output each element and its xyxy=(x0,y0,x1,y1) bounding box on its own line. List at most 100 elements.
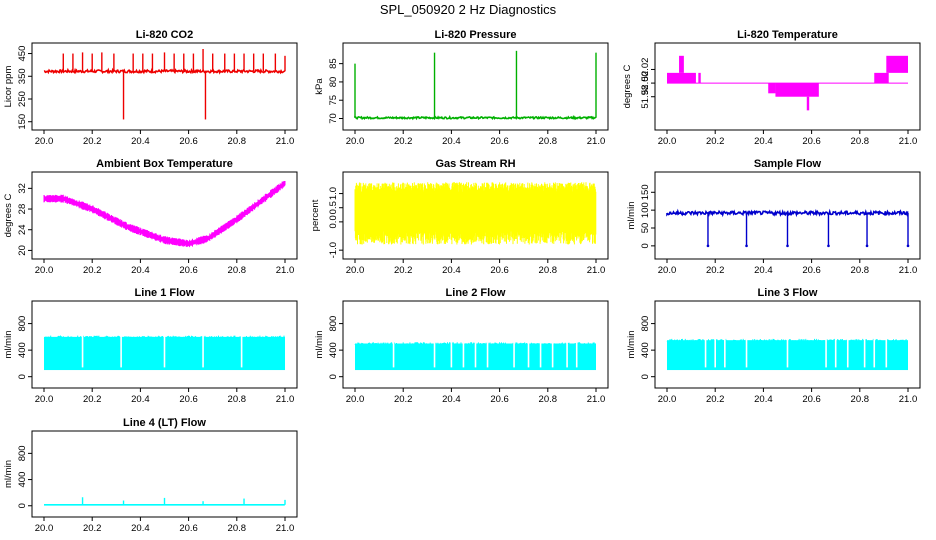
x-tick-label: 20.2 xyxy=(83,265,102,276)
x-tick-label: 20.6 xyxy=(802,394,821,405)
x-axis: 20.0 20.2 20.4 20.6 20.8 21.0 xyxy=(658,130,918,147)
step-band xyxy=(886,55,908,73)
x-tick-label: 20.6 xyxy=(179,265,198,276)
x-tick-label: 20.6 xyxy=(490,136,509,147)
x-tick-label: 20.8 xyxy=(228,523,247,534)
x-tick-label: 20.2 xyxy=(394,394,413,405)
panel-8: Line 2 Flow 20.0 20.2 20.4 20.6 20.8 21.0 0 400 8… xyxy=(314,287,609,405)
x-tick-label: 20.4 xyxy=(754,265,773,276)
panel-2: Li-820 Pressure 20.0 20.2 20.4 20.6 20.8 21.0 7… xyxy=(314,29,609,147)
panel-title: Line 2 Flow xyxy=(446,287,506,299)
data-series xyxy=(354,182,597,245)
x-tick-label: 20.6 xyxy=(490,265,509,276)
x-tick-label: 20.4 xyxy=(442,394,461,405)
x-tick-label: 20.0 xyxy=(658,265,677,276)
y-tick-label: 52.00 xyxy=(640,71,651,95)
x-tick-label: 20.0 xyxy=(35,136,54,147)
x-tick-label: 21.0 xyxy=(587,265,606,276)
x-tick-label: 20.6 xyxy=(179,394,198,405)
dip-point xyxy=(906,244,910,248)
y-axis-label: kPa xyxy=(314,78,325,95)
step-band xyxy=(768,83,776,94)
step-band xyxy=(698,72,701,84)
y-tick-label: 800 xyxy=(640,316,651,332)
y-tick-label: 75 xyxy=(328,95,339,106)
panel-1: Li-820 CO2 20.0 20.2 20.4 20.6 20.8 21.0 150 250… xyxy=(3,29,298,147)
y-axis: 0 400 800 xyxy=(17,316,32,379)
y-tick-label: 20 xyxy=(17,245,28,256)
y-tick-label: 85 xyxy=(328,58,339,69)
y-tick-label: 80 xyxy=(328,77,339,88)
x-axis: 20.0 20.2 20.4 20.6 20.8 21.0 xyxy=(35,259,294,276)
x-axis: 20.0 20.2 20.4 20.6 20.8 21.0 xyxy=(346,388,605,405)
x-tick-label: 21.0 xyxy=(899,136,918,147)
y-axis: 0 400 800 xyxy=(640,316,655,379)
panel-title: Li-820 Pressure xyxy=(435,29,517,41)
plot-frame xyxy=(31,430,298,518)
y-tick-label: 32 xyxy=(17,183,28,194)
x-tick-label: 20.4 xyxy=(131,265,150,276)
y-axis-label: ml/min xyxy=(314,331,325,359)
x-tick-label: 20.8 xyxy=(851,265,870,276)
y-tick-label: 0 xyxy=(640,374,651,379)
figure-title: SPL_050920 2 Hz Diagnostics xyxy=(380,2,557,17)
x-tick-label: 20.0 xyxy=(35,394,54,405)
panel-9: Line 3 Flow 20.0 20.2 20.4 20.6 20.8 21.0 0 400 8… xyxy=(626,287,921,405)
step-band xyxy=(874,72,889,84)
plot-frame xyxy=(654,42,921,131)
x-tick-label: 20.4 xyxy=(754,136,773,147)
x-tick-label: 20.8 xyxy=(228,265,247,276)
x-tick-label: 20.4 xyxy=(442,136,461,147)
dip-point xyxy=(865,244,869,248)
x-tick-label: 20.2 xyxy=(394,136,413,147)
panel-7: Line 1 Flow 20.0 20.2 20.4 20.6 20.8 21.0 0 400 8… xyxy=(3,287,298,405)
x-tick-label: 20.0 xyxy=(658,136,677,147)
x-axis: 20.0 20.2 20.4 20.6 20.8 21.0 xyxy=(35,517,294,534)
x-tick-label: 20.4 xyxy=(131,523,150,534)
panel-title: Line 3 Flow xyxy=(758,287,818,299)
x-tick-label: 20.8 xyxy=(851,394,870,405)
x-tick-label: 20.2 xyxy=(706,136,725,147)
x-axis: 20.0 20.2 20.4 20.6 20.8 21.0 xyxy=(346,259,606,276)
step-band xyxy=(775,83,819,97)
x-tick-label: 20.4 xyxy=(754,394,773,405)
y-tick-label: 250 xyxy=(17,91,28,107)
plot-frame xyxy=(342,300,609,389)
y-tick-label: 800 xyxy=(17,316,28,332)
x-tick-label: 20.0 xyxy=(346,394,365,405)
y-tick-label: 24 xyxy=(17,224,28,235)
plot-frame xyxy=(31,171,298,260)
plot-frame xyxy=(31,42,298,131)
x-tick-label: 20.6 xyxy=(179,136,198,147)
x-axis: 20.0 20.2 20.4 20.6 20.8 21.0 xyxy=(35,130,294,147)
step-band xyxy=(667,72,696,84)
x-tick-label: 20.6 xyxy=(179,523,198,534)
data-series xyxy=(43,181,286,248)
dip-point xyxy=(827,244,830,248)
y-tick-label: 70 xyxy=(328,113,339,124)
x-tick-label: 21.0 xyxy=(587,136,606,147)
y-axis-label: percent xyxy=(310,199,321,231)
y-axis-label: degrees C xyxy=(622,64,633,108)
y-tick-label: 400 xyxy=(17,472,28,488)
data-band xyxy=(43,181,286,248)
panel-title: Line 4 (LT) Flow xyxy=(123,417,206,429)
panel-6: Sample Flow 20.0 20.2 20.4 20.6 20.8 21.0 0 50 10… xyxy=(626,158,921,276)
y-tick-label: 350 xyxy=(17,68,28,84)
x-tick-label: 20.2 xyxy=(394,265,413,276)
panel-title: Sample Flow xyxy=(754,158,822,170)
x-tick-label: 20.8 xyxy=(851,136,870,147)
data-series xyxy=(667,55,908,111)
x-tick-label: 20.0 xyxy=(346,136,365,147)
y-tick-label: 52.02 xyxy=(640,58,651,82)
y-axis: 150 250 350 450 xyxy=(17,46,32,130)
step-band xyxy=(806,96,810,111)
x-tick-label: 20.6 xyxy=(490,394,509,405)
y-axis: 0 400 800 xyxy=(328,316,343,379)
data-series xyxy=(666,208,910,248)
panel-5: Gas Stream RH 20.0 20.2 20.4 20.6 20.8 21.0 -1.… xyxy=(310,158,609,276)
y-axis-label: Licor ppm xyxy=(3,66,14,108)
y-tick-label: 0.5 xyxy=(328,201,339,214)
